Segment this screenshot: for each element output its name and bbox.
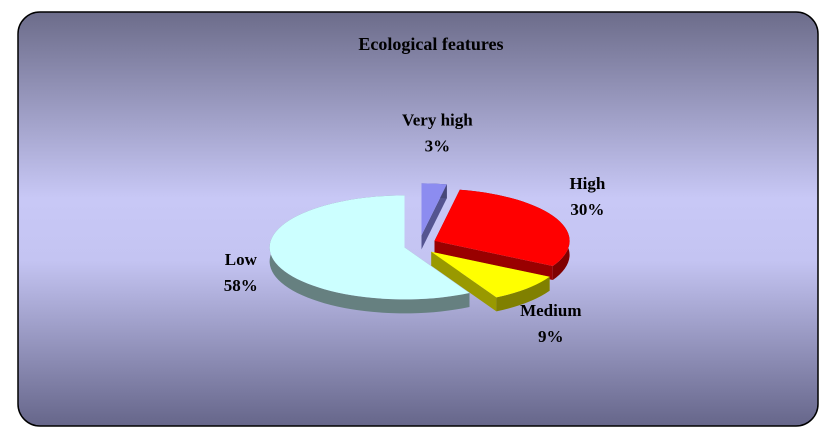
slice-side [496,276,550,312]
slice-cut-face [434,240,553,280]
slice-value-label: 9% [538,327,564,346]
slice-value-label: 3% [425,136,451,155]
chart-background [17,11,819,427]
slice-cut-face [431,251,497,312]
slice-label: Medium [520,301,581,320]
slice-label: Low [225,250,258,269]
slice-side [269,195,470,314]
pie-slice [269,195,470,300]
pie-tops [269,183,570,300]
pie-labels: Very high 3% High 30% Medium 9% Low 58% [224,110,606,346]
slice-value-label: 58% [224,276,258,295]
slice-label: Very high [402,110,473,129]
slice-value-label: 30% [570,200,604,219]
pie-slice [434,189,570,266]
pie-slice [421,183,447,236]
slice-label: High [569,174,605,193]
slice-cut-face [421,184,447,250]
chart-title: Ecological features [358,34,503,54]
pie-slice [431,251,550,298]
